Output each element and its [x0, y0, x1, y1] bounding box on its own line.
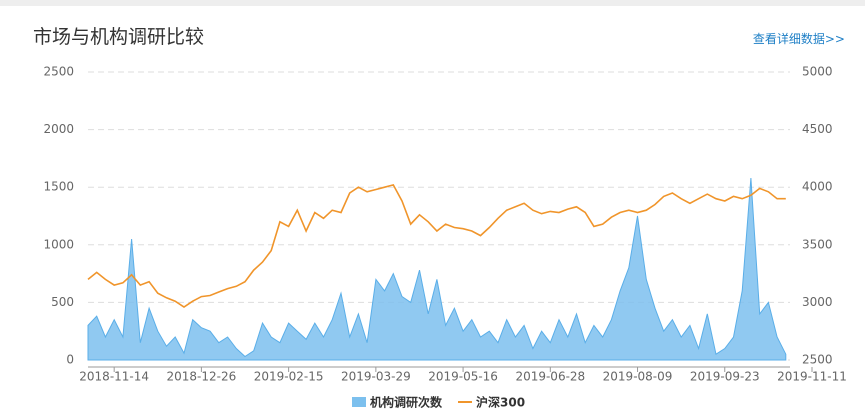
y-tick-label: 1000: [43, 237, 74, 251]
x-tick-label: 2019-09-23: [690, 370, 760, 384]
x-tick-label: 2018-11-14: [79, 370, 149, 384]
x-tick-label: 2019-08-09: [603, 370, 673, 384]
y-tick-label: 1500: [43, 180, 74, 194]
x-tick-label: 2019-05-16: [428, 370, 498, 384]
y2-tick-label: 4500: [802, 122, 833, 136]
y2-tick-label: 5000: [802, 65, 833, 79]
detail-link[interactable]: 查看详细数据>>: [752, 32, 845, 46]
x-tick-label: 2019-11-11: [777, 370, 847, 384]
y2-tick-label: 2500: [802, 353, 833, 367]
y-tick-label: 0: [66, 353, 74, 367]
x-tick-label: 2019-03-29: [341, 370, 411, 384]
y-tick-label: 2500: [43, 65, 74, 79]
legend-swatch: [352, 397, 366, 407]
top-bar: [0, 0, 865, 6]
y-tick-label: 500: [51, 295, 74, 309]
line: [87, 183, 786, 308]
x-tick-label: 2019-06-28: [515, 370, 585, 384]
legend-label: 沪深300: [476, 395, 525, 410]
x-tick-label: 2019-02-15: [254, 370, 324, 384]
x-tick-label: 2018-12-26: [167, 370, 237, 384]
y2-tick-label: 3000: [802, 295, 833, 309]
y2-tick-label: 4000: [802, 180, 833, 194]
legend-label: 机构调研次数: [370, 395, 443, 410]
title: 市场与机构调研比较: [33, 26, 205, 48]
area: [87, 177, 787, 361]
y2-tick-label: 3500: [802, 237, 833, 251]
y-tick-label: 2000: [43, 122, 74, 136]
